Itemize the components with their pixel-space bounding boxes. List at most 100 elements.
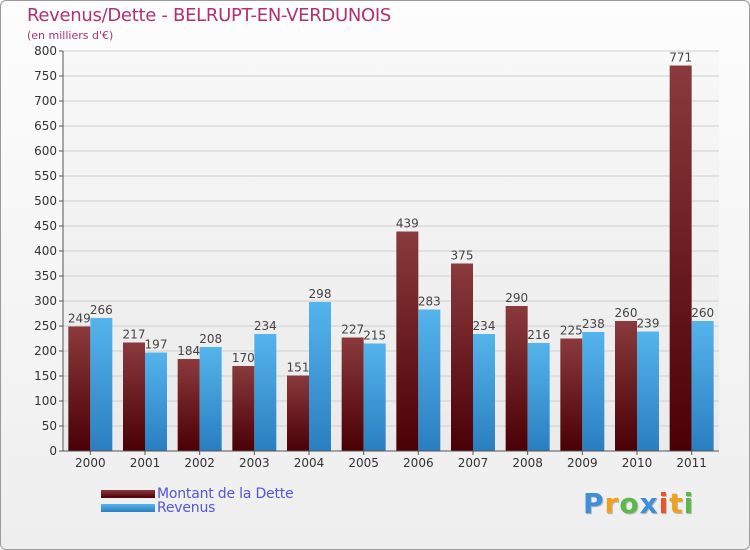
legend-item-revenus: Revenus (101, 500, 293, 516)
y-tick-label: 350 (34, 269, 57, 283)
data-label: 215 (363, 329, 386, 343)
data-label: 249 (68, 312, 91, 326)
bar-debt (123, 342, 145, 451)
logo-letter: t (669, 487, 684, 520)
bar-debt (615, 321, 637, 451)
y-tick-label: 150 (34, 369, 57, 383)
bar-debt (232, 366, 255, 451)
y-tick-label: 550 (34, 169, 57, 183)
legend-label-debt: Montant de la Dette (157, 486, 294, 502)
data-label: 151 (287, 361, 310, 375)
y-tick-label: 750 (34, 69, 57, 83)
legend-item-debt: Montant de la Dette (101, 486, 294, 502)
bar-debt (505, 306, 528, 451)
data-label: 266 (90, 303, 113, 317)
y-tick-label: 50 (42, 419, 57, 433)
bar-revenus (473, 334, 495, 451)
bar-debt (669, 65, 692, 451)
legend-label-revenus: Revenus (157, 500, 216, 516)
y-tick-label: 500 (34, 194, 57, 208)
x-tick-label: 2001 (130, 456, 161, 470)
legend-swatch-revenus (101, 504, 155, 512)
data-label: 217 (123, 328, 146, 342)
data-label: 234 (254, 319, 277, 333)
y-axis: 0 50 100 150 200 250 300 350 400 450 500 550 600 650 7… (34, 44, 64, 458)
x-tick-label: 2005 (348, 456, 379, 470)
x-tick-label: 2007 (458, 456, 489, 470)
chart-subtitle: (en milliers d'€) (27, 29, 114, 42)
data-label: 239 (637, 317, 660, 331)
data-label: 238 (582, 317, 605, 331)
y-tick-label: 300 (34, 294, 57, 308)
logo-letter: P (583, 487, 605, 520)
grid-lines (63, 50, 719, 427)
data-label: 260 (691, 306, 714, 320)
x-tick-label: 2000 (75, 456, 106, 470)
data-label: 208 (199, 332, 222, 346)
bar-revenus (309, 302, 331, 451)
logo-letter: r (604, 487, 620, 520)
x-tick-label: 2006 (403, 456, 434, 470)
data-label: 290 (505, 291, 528, 305)
bar-revenus (363, 343, 386, 451)
y-tick-label: 400 (34, 244, 57, 258)
bar-revenus (418, 309, 441, 451)
bar-revenus (691, 321, 714, 451)
y-tick-label: 250 (34, 319, 57, 333)
x-axis: 2000 2001 2002 2003 2004 2005 2006 2007 2008 2009… (63, 450, 719, 470)
logo-letter: x (639, 487, 659, 520)
x-tick-label: 2010 (622, 456, 653, 470)
y-tick-label: 0 (49, 444, 57, 458)
data-label: 170 (232, 351, 255, 365)
bar-debt (560, 338, 583, 451)
data-label: 298 (309, 287, 332, 301)
logo-letter: i (683, 487, 695, 520)
bar-debt (341, 337, 364, 451)
bar-debt (68, 326, 91, 451)
x-tick-label: 2008 (512, 456, 543, 470)
x-tick-label: 2011 (676, 456, 707, 470)
x-tick-label: 2003 (239, 456, 270, 470)
data-label: 225 (560, 324, 583, 338)
y-tick-label: 700 (34, 94, 57, 108)
data-label: 375 (451, 249, 474, 263)
data-label: 771 (669, 51, 692, 65)
y-tick-label: 450 (34, 219, 57, 233)
data-label: 283 (418, 295, 441, 309)
data-label: 234 (473, 319, 496, 333)
x-tick-label: 2004 (294, 456, 325, 470)
bar-revenus (582, 332, 605, 451)
legend: Montant de la Dette Revenus (101, 486, 294, 516)
y-tick-label: 100 (34, 394, 57, 408)
bar-revenus (90, 318, 113, 451)
x-tick-label: 2002 (184, 456, 215, 470)
x-tick-label: 2009 (567, 456, 598, 470)
logo-letter: o (619, 487, 640, 520)
bar-revenus (527, 343, 550, 451)
legend-swatch-debt (101, 490, 155, 498)
data-label: 197 (145, 338, 168, 352)
data-label: 216 (527, 328, 550, 342)
data-label: 227 (341, 323, 364, 337)
bar-revenus (145, 352, 167, 451)
y-tick-label: 650 (34, 119, 57, 133)
bar-debt (396, 231, 419, 451)
bar-revenus (199, 347, 222, 451)
y-tick-label: 600 (34, 144, 57, 158)
bar-debt (287, 375, 309, 451)
data-label: 439 (396, 217, 419, 231)
data-label: 260 (615, 306, 638, 320)
logo-letter: i (658, 487, 670, 520)
bar-revenus (254, 334, 277, 451)
bar-debt (451, 263, 473, 451)
data-label: 184 (177, 344, 200, 358)
y-tick-label: 800 (34, 44, 57, 58)
y-tick-label: 200 (34, 344, 57, 358)
proxiti-logo: Proxiti (583, 487, 694, 520)
chart-title: Revenus/Dette - BELRUPT-EN-VERDUNOIS (27, 5, 392, 26)
bar-revenus (637, 331, 659, 451)
bar-debt (177, 359, 200, 451)
